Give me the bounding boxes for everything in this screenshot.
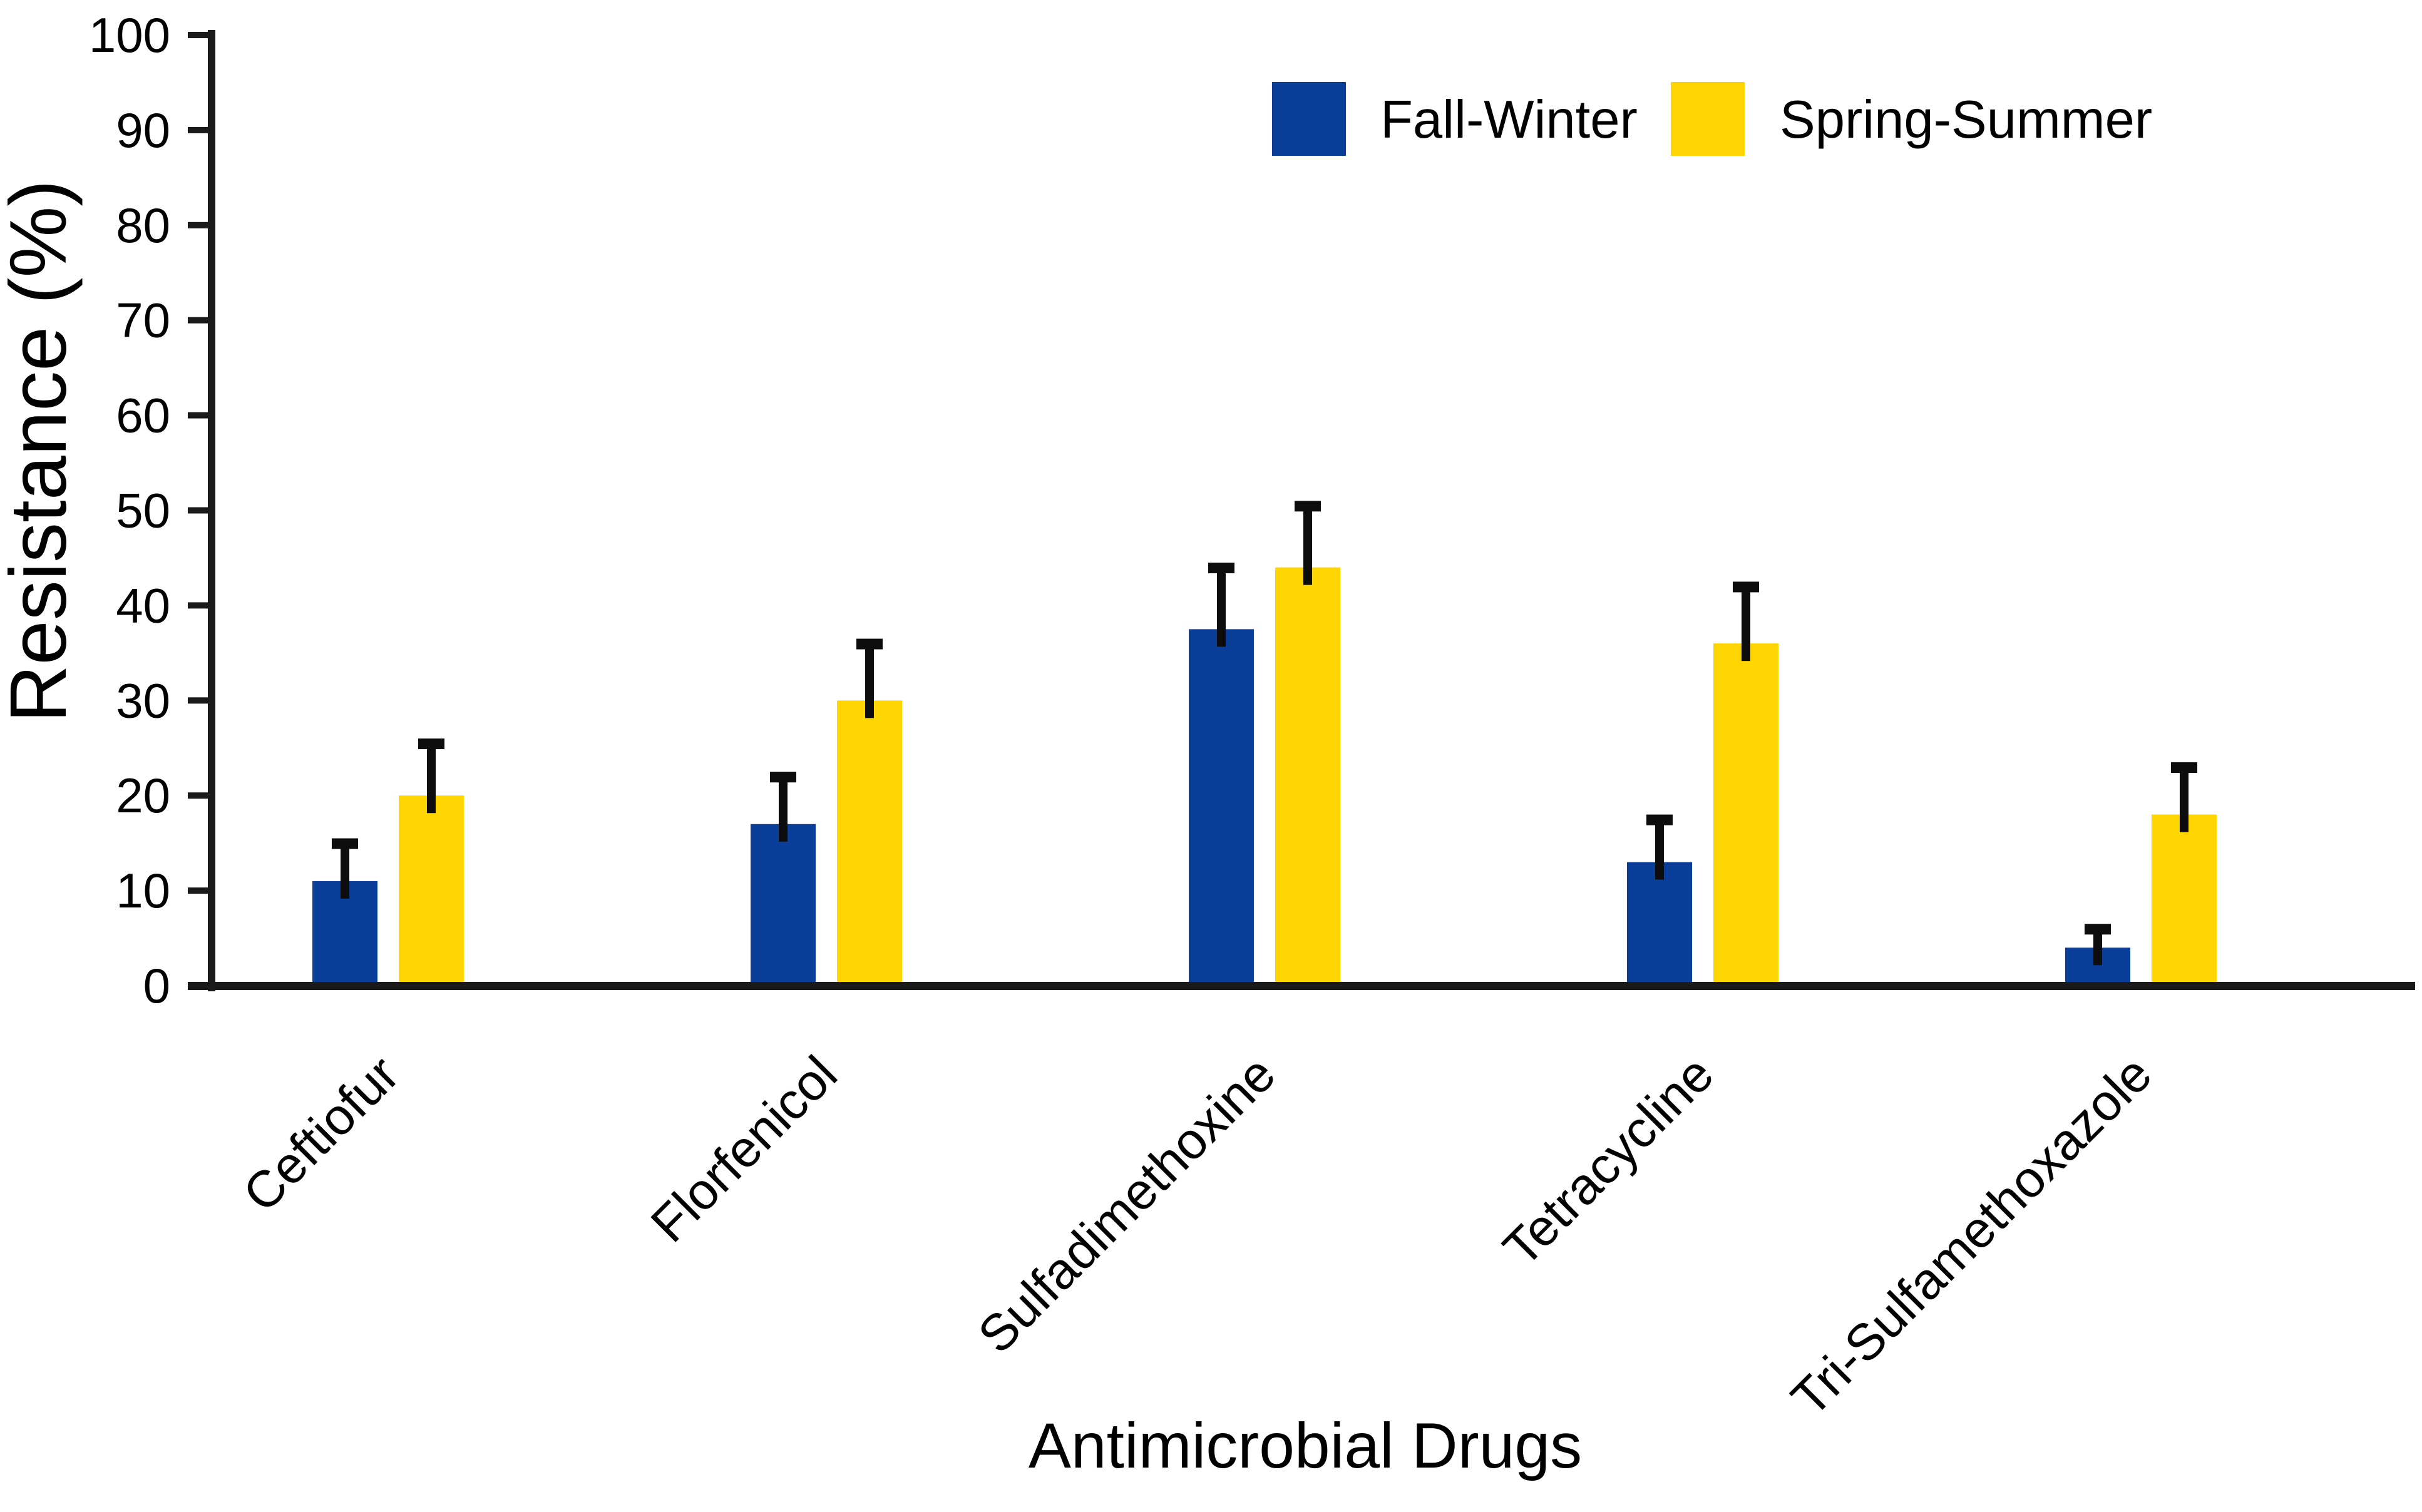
y-axis-title: Resistance (%): [0, 180, 83, 723]
error-whisker-fall-winter-florfenicol: [779, 777, 788, 842]
y-tick: [188, 317, 212, 324]
error-cap-fall-winter-tetracycline: [1646, 814, 1673, 825]
y-tick-label: 30: [116, 673, 170, 728]
y-tick-label: 90: [116, 103, 170, 158]
y-tick-label: 100: [89, 8, 170, 63]
x-axis-title: Antimicrobial Drugs: [1029, 1410, 1582, 1481]
error-whisker-fall-winter-tetracycline: [1655, 819, 1664, 880]
error-whisker-spring-summer-florfenicol: [865, 643, 874, 718]
legend-swatch-spring-summer: [1671, 82, 1745, 156]
y-tick: [188, 126, 212, 133]
x-tick-label-sulfadimethoxine: Sulfadimethoxine: [968, 1045, 1286, 1364]
bar-fall-winter-florfenicol: [751, 824, 816, 989]
y-tick: [188, 32, 212, 38]
error-whisker-fall-winter-ceftiofur: [341, 843, 349, 899]
error-cap-fall-winter-ceftiofur: [332, 838, 358, 849]
legend-label-spring-summer: Spring-Summer: [1780, 90, 2152, 150]
error-whisker-spring-summer-tetracycline: [1742, 586, 1750, 662]
error-whisker-spring-summer-ceftiofur: [427, 743, 436, 814]
error-whisker-spring-summer-sulfadimethoxine: [1303, 506, 1312, 585]
x-tick-label-ceftiofur: Ceftiofur: [232, 1045, 409, 1222]
y-tick-label: 70: [116, 293, 170, 348]
y-tick-label: 80: [116, 198, 170, 253]
x-tick-label-florfenicol: Florfenicol: [640, 1045, 848, 1253]
y-tick-label: 10: [116, 863, 170, 918]
legend: Fall-Winter Spring-Summer: [1272, 82, 2152, 156]
y-tick: [188, 602, 212, 609]
y-tick: [188, 887, 212, 894]
bar-fall-winter-sulfadimethoxine: [1189, 629, 1254, 989]
bar-spring-summer-florfenicol: [837, 700, 902, 989]
bar-spring-summer-tri-sulfamethoxazole: [2152, 814, 2217, 989]
y-tick: [188, 697, 212, 704]
y-tick-label: 0: [143, 958, 170, 1013]
bar-spring-summer-ceftiofur: [399, 795, 464, 989]
error-cap-fall-winter-florfenicol: [770, 772, 796, 783]
error-cap-spring-summer-ceftiofur: [418, 738, 444, 750]
error-cap-spring-summer-tri-sulfamethoxazole: [2171, 762, 2197, 774]
error-cap-spring-summer-tetracycline: [1733, 581, 1759, 593]
plot-area: Ceftiofur Florfenicol Sulfadimethoxine Tetr…: [89, 8, 2415, 1427]
x-axis-line: [188, 982, 2415, 990]
error-cap-fall-winter-sulfadimethoxine: [1208, 563, 1234, 574]
y-tick: [188, 507, 212, 514]
y-tick: [188, 412, 212, 419]
error-cap-spring-summer-sulfadimethoxine: [1295, 501, 1321, 512]
error-whisker-fall-winter-tri-sulfamethoxazole: [2093, 929, 2102, 966]
y-tick-label: 60: [116, 388, 170, 443]
error-whisker-spring-summer-tri-sulfamethoxazole: [2180, 767, 2189, 832]
error-whisker-fall-winter-sulfadimethoxine: [1217, 568, 1226, 647]
x-tick-label-tri-sulfamethoxazole: Tri-Sulfamethoxazole: [1781, 1045, 2163, 1427]
y-tick-label: 40: [116, 578, 170, 633]
bar-fall-winter-ceftiofur: [312, 881, 377, 989]
y-tick-label: 20: [116, 768, 170, 823]
y-tick-label: 50: [116, 483, 170, 538]
error-cap-spring-summer-florfenicol: [856, 638, 883, 650]
bar-spring-summer-tetracycline: [1713, 643, 1778, 989]
error-cap-fall-winter-tri-sulfamethoxazole: [2085, 924, 2111, 935]
y-tick: [188, 792, 212, 799]
x-tick-label-tetracycline: Tetracycline: [1492, 1045, 1724, 1277]
y-axis-line: [208, 30, 215, 991]
y-tick: [188, 222, 212, 228]
legend-label-fall-winter: Fall-Winter: [1380, 90, 1638, 150]
bar-fall-winter-tetracycline: [1627, 862, 1692, 989]
legend-swatch-fall-winter: [1272, 82, 1346, 156]
bar-spring-summer-sulfadimethoxine: [1275, 567, 1340, 989]
